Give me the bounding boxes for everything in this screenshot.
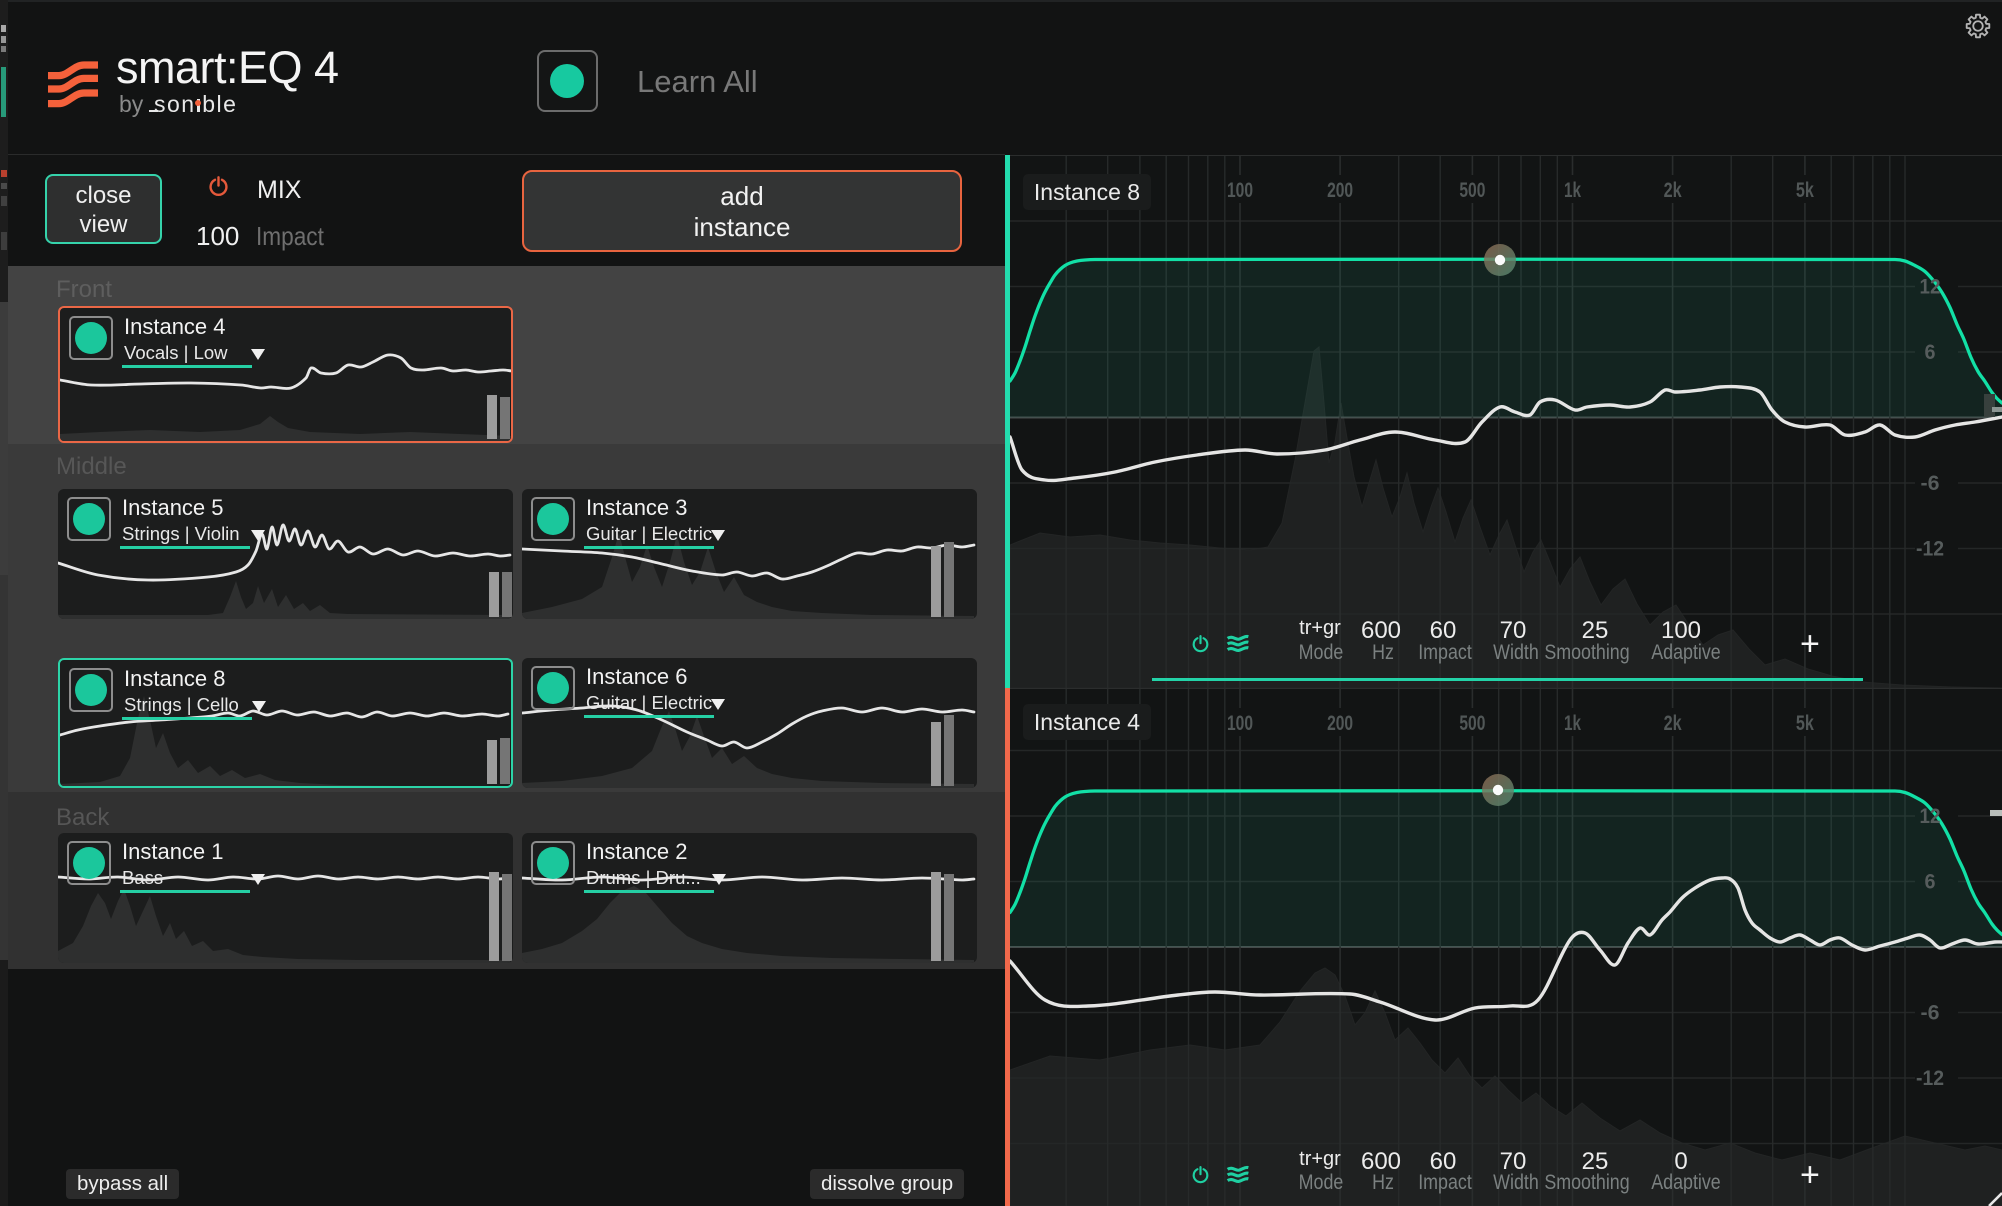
svg-text:500: 500	[1459, 179, 1485, 202]
svg-text:100: 100	[1227, 179, 1253, 202]
svg-text:2k: 2k	[1664, 712, 1682, 735]
svg-text:6: 6	[1925, 341, 1936, 364]
svg-text:12: 12	[1920, 805, 1941, 828]
svg-text:5k: 5k	[1796, 179, 1814, 202]
svg-text:1k: 1k	[1564, 712, 1581, 735]
svg-text:-6: -6	[1921, 472, 1940, 495]
svg-text:200: 200	[1327, 712, 1353, 735]
svg-text:12: 12	[1920, 276, 1941, 299]
svg-text:100: 100	[1227, 712, 1253, 735]
svg-text:-12: -12	[1916, 538, 1944, 561]
svg-text:6: 6	[1925, 871, 1936, 894]
svg-text:-6: -6	[1921, 1002, 1940, 1025]
svg-text:-12: -12	[1916, 1067, 1944, 1090]
svg-text:200: 200	[1327, 179, 1353, 202]
svg-text:500: 500	[1459, 712, 1485, 735]
svg-text:1k: 1k	[1564, 179, 1581, 202]
svg-text:2k: 2k	[1664, 179, 1682, 202]
svg-text:5k: 5k	[1796, 712, 1814, 735]
